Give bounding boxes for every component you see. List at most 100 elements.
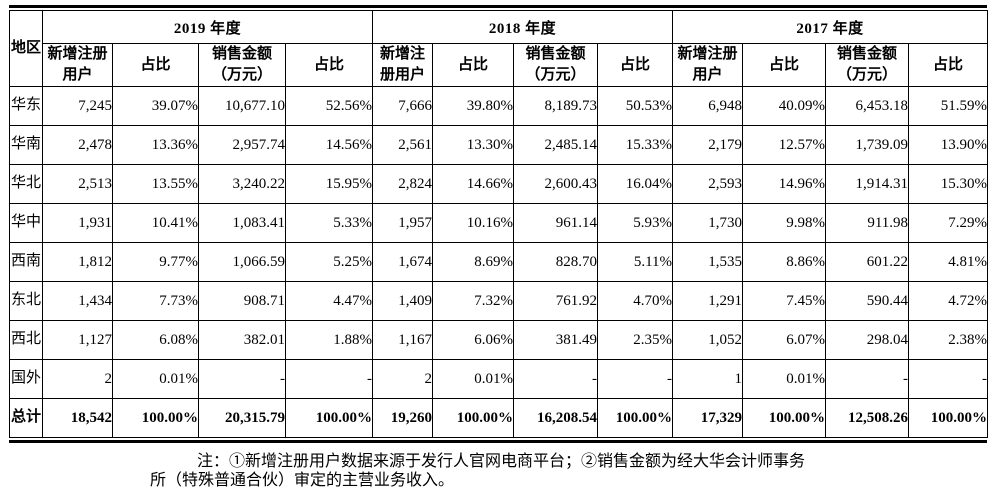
data-cell: 961.14 (513, 203, 599, 243)
data-cell: - (908, 359, 989, 399)
data-cell: 2,600.43 (513, 164, 599, 204)
data-cell: 2,561 (372, 125, 434, 165)
column-header: 占比 (742, 43, 827, 87)
table-footnote: 注：①新增注册用户数据来源于发行人官网电商平台；②销售金额为经大华会计师事务 所… (150, 452, 880, 490)
region-label: 华南 (9, 125, 43, 165)
data-cell: 911.98 (825, 203, 910, 243)
data-cell: 1,931 (42, 203, 113, 243)
region-label: 西北 (9, 320, 43, 360)
data-cell: 9.98% (742, 203, 827, 243)
column-header: 新增注册用户 (372, 43, 434, 87)
table-top-thick-rule (9, 5, 987, 8)
data-cell: 2 (42, 359, 113, 399)
column-header-row: 新增注册用户 占比 销售金额（万元） 占比 新增注册用户 占比 销售金额（万元） 占比 新增注册… (10, 43, 989, 87)
table-bottom-thick-rule (9, 440, 987, 443)
data-cell: 17,329 (672, 398, 744, 438)
data-cell: - (597, 359, 674, 399)
data-cell: 1,127 (42, 320, 113, 360)
data-cell: - (825, 359, 910, 399)
data-cell: 39.80% (432, 86, 515, 126)
data-cell: 100.00% (112, 398, 199, 438)
table-row: 华南 2,478 13.36% 2,957.74 14.56% 2,561 13.30% 2,… (9, 125, 989, 165)
table-row: 华中 1,931 10.41% 1,083.41 5.33% 1,957 10.16% 961… (9, 203, 989, 243)
data-cell: 1,812 (42, 242, 113, 282)
data-cell: 12,508.26 (825, 398, 910, 438)
data-cell: - (198, 359, 286, 399)
data-cell: 52.56% (284, 86, 374, 126)
table-row: 华东 7,245 39.07% 10,677.10 52.56% 7,666 39.80% 8… (9, 86, 989, 126)
data-cell: 39.07% (112, 86, 199, 126)
data-cell: 590.44 (825, 281, 910, 321)
data-cell: 2.35% (597, 320, 674, 360)
data-cell: 13.30% (432, 125, 515, 165)
data-cell: 9.77% (112, 242, 199, 282)
column-header: 占比 (908, 43, 989, 87)
regional-sales-table-wrap: 地区 2019 年度 2018 年度 2017 年度 新增注册用户 占比 销售金额（… (9, 5, 989, 443)
data-cell: 14.66% (432, 164, 515, 204)
year-header-2017: 2017 年度 (672, 10, 989, 44)
data-cell: 5.11% (597, 242, 674, 282)
region-label: 华东 (9, 86, 43, 126)
data-cell: 908.71 (198, 281, 286, 321)
data-cell: 6.07% (742, 320, 827, 360)
data-cell: 1,434 (42, 281, 113, 321)
data-cell: 8.69% (432, 242, 515, 282)
table-row: 国外 2 0.01% - -2 0.01% - -1 0.01% - - (9, 359, 989, 399)
table-row: 华北 2,513 13.55% 3,240.22 15.95% 2,824 14.66% 2,… (9, 164, 989, 204)
data-cell: 7,666 (372, 86, 434, 126)
data-cell: 1,066.59 (198, 242, 286, 282)
column-header: 销售金额（万元） (198, 43, 286, 87)
data-cell: 2.38% (908, 320, 989, 360)
data-cell: 1.88% (284, 320, 374, 360)
data-cell: 6,453.18 (825, 86, 910, 126)
data-cell: 1,052 (672, 320, 744, 360)
data-cell: 1,535 (672, 242, 744, 282)
column-header: 新增注册用户 (672, 43, 744, 87)
data-cell: 5.25% (284, 242, 374, 282)
data-cell: 1,674 (372, 242, 434, 282)
data-cell: 20,315.79 (198, 398, 286, 438)
data-cell: 10.16% (432, 203, 515, 243)
table-row: 东北 1,434 7.73% 908.71 4.47% 1,409 7.32% 761.92 4… (9, 281, 989, 321)
data-cell: 828.70 (513, 242, 599, 282)
data-cell: 15.33% (597, 125, 674, 165)
data-cell: 100.00% (597, 398, 674, 438)
data-cell: 5.33% (284, 203, 374, 243)
data-cell: 3,240.22 (198, 164, 286, 204)
region-label: 华北 (9, 164, 43, 204)
data-cell: 1,739.09 (825, 125, 910, 165)
region-label: 东北 (9, 281, 43, 321)
data-cell: 1,914.31 (825, 164, 910, 204)
data-cell: 6.08% (112, 320, 199, 360)
data-cell: 1,730 (672, 203, 744, 243)
data-cell: 10,677.10 (198, 86, 286, 126)
data-cell: 12.57% (742, 125, 827, 165)
data-cell: 50.53% (597, 86, 674, 126)
data-cell: 0.01% (742, 359, 827, 399)
data-cell: 8.86% (742, 242, 827, 282)
column-header: 销售金额（万元） (825, 43, 910, 87)
data-cell: 6.06% (432, 320, 515, 360)
data-cell: 7.32% (432, 281, 515, 321)
data-cell: - (284, 359, 374, 399)
data-cell: 40.09% (742, 86, 827, 126)
data-cell: 13.55% (112, 164, 199, 204)
data-cell: 10.41% (112, 203, 199, 243)
footnote-line-1: 注：①新增注册用户数据来源于发行人官网电商平台；②销售金额为经大华会计师事务 (197, 453, 806, 470)
data-cell: 2,513 (42, 164, 113, 204)
data-cell: 7.73% (112, 281, 199, 321)
data-cell: 4.47% (284, 281, 374, 321)
data-cell: 16.04% (597, 164, 674, 204)
data-cell: 7,245 (42, 86, 113, 126)
data-cell: 100.00% (908, 398, 989, 438)
column-header: 占比 (112, 43, 199, 87)
data-cell: 51.59% (908, 86, 989, 126)
data-cell: 7.45% (742, 281, 827, 321)
data-cell: 16,208.54 (513, 398, 599, 438)
column-header: 新增注册用户 (42, 43, 113, 87)
data-cell: 13.36% (112, 125, 199, 165)
data-cell: - (513, 359, 599, 399)
data-cell: 1,409 (372, 281, 434, 321)
data-cell: 18,542 (42, 398, 113, 438)
data-cell: 4.81% (908, 242, 989, 282)
